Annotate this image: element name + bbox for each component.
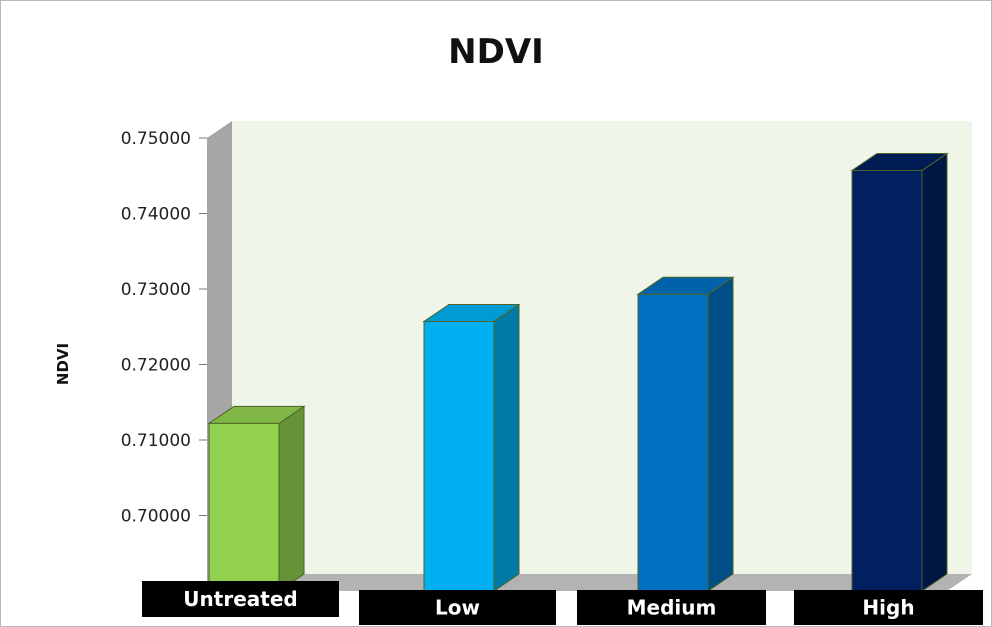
bar-untreated <box>207 405 306 592</box>
x-tick-high: High <box>794 590 983 625</box>
floor <box>207 574 972 591</box>
x-label-box <box>794 590 983 625</box>
bar-front <box>851 169 923 592</box>
y-axis: 0.690.700000.710000.720000.730000.740000… <box>121 129 207 602</box>
x-tick-label: High <box>862 596 914 620</box>
y-tick-label: 0.75000 <box>121 129 191 149</box>
bar-front <box>637 293 709 592</box>
y-tick-label: 0.70000 <box>121 507 191 527</box>
x-tick-medium: Medium <box>577 590 766 625</box>
chart-title: NDVI <box>448 32 544 72</box>
x-label-box <box>577 590 766 625</box>
x-tick-untreated: Untreated <box>142 581 339 617</box>
x-tick-low: Low <box>359 590 556 625</box>
bar-high <box>850 152 949 592</box>
y-tick-label: 0.71000 <box>121 431 191 451</box>
y-axis-label: NDVI <box>54 343 72 385</box>
bar-low <box>422 303 521 592</box>
bar-medium <box>636 276 735 592</box>
bars <box>207 152 949 592</box>
y-tick-label: 0.72000 <box>121 356 191 376</box>
x-axis: Untreated Low Medium High <box>142 581 983 625</box>
back-wall <box>232 121 972 574</box>
bar-front <box>208 422 280 592</box>
x-tick-label: Low <box>435 596 480 620</box>
bar-side <box>278 405 305 592</box>
y-tick-label: 0.74000 <box>121 205 191 225</box>
x-tick-label: Medium <box>627 596 717 620</box>
y-tick-label: 0.73000 <box>121 280 191 300</box>
bar-front <box>423 320 495 592</box>
x-label-box <box>359 590 556 625</box>
bar-side <box>921 152 948 592</box>
bar-side <box>493 303 520 592</box>
bar-side <box>707 276 734 592</box>
x-tick-label: Untreated <box>183 587 297 611</box>
x-label-box <box>142 581 339 617</box>
